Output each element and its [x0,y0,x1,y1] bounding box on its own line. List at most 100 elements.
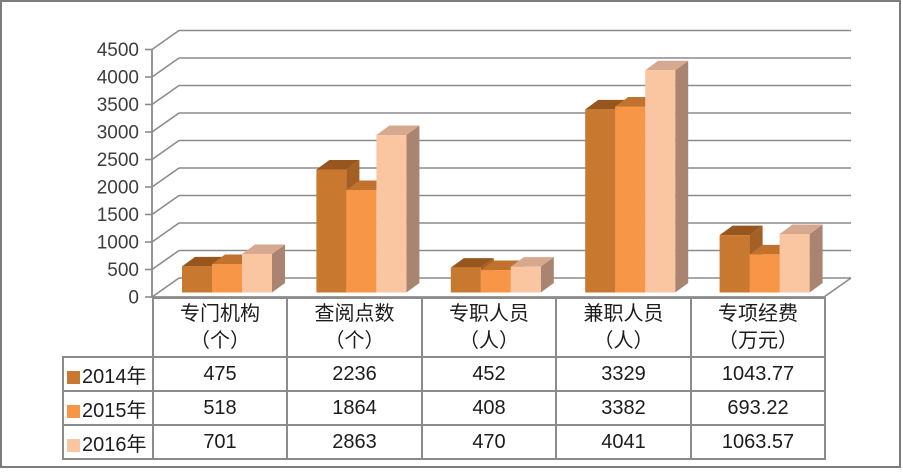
bar-front-face [480,270,511,293]
legend-key-cell: 2014年 [62,356,154,392]
value-cell: 3329 [555,356,692,392]
y-axis-tick-label: 0 [128,288,139,309]
bar-front-face [242,253,272,293]
gridline-depth-connector [151,277,180,298]
table-header-row: 专门机构 （个） 查阅点数 （个） 专职人员 （人） 兼职人员 （人） 专项经费 （万元） [63,297,826,358]
category-name: 兼职人员 [583,302,664,325]
value-cell: 701 [152,424,288,460]
value-cell: 2863 [286,424,423,460]
y-axis-tick-label: 4500 [97,40,139,61]
bar-front-face [510,266,541,293]
legend-series-label: 2014年 [82,365,147,388]
gridline-depth-connector [151,139,180,161]
legend-swatch [67,404,80,418]
category-header-cell: 专职人员 （人） [421,297,557,358]
bar-front-face [749,254,780,293]
bar-2016年-查阅点数 [376,125,420,293]
y-axis-tick-label: 500 [107,260,139,281]
y-axis-tick-label: 2000 [97,178,139,199]
bar-front-face [376,135,407,293]
value-cell: 1043.77 [690,356,826,392]
bar-top-face [242,244,285,254]
value-cell: 452 [421,356,557,392]
category-unit: （个） [324,329,385,352]
bar-side-face [809,224,823,293]
bar-front-face [779,234,810,293]
bar-top-face [316,160,360,170]
y-axis-tick-label: 4000 [97,68,139,89]
gridline-depth-connector [151,57,180,78]
gridline-depth-connector [151,112,180,133]
category-name: 专职人员 [449,302,529,325]
category-name: 专门机构 [180,302,260,325]
bar-2016年-专门机构 [242,244,285,293]
y-axis-tick-label: 1000 [97,233,139,254]
legend-swatch [67,438,80,452]
y-axis-tick-label: 1500 [97,205,139,226]
y-axis-tick-label: 2500 [97,150,139,171]
value-cell: 518 [152,390,288,426]
bar-front-face [346,189,377,293]
value-cell: 475 [152,356,288,392]
bar-side-face [406,125,420,293]
value-cell: 3382 [555,390,692,426]
table-row-2015年: 2015年 518 1864 408 3382 693.22 [62,390,826,426]
table-row-2016年: 2016年 701 2863 470 4041 1063.57 [62,424,826,460]
category-header-cell: 专项经费 （万元） [690,297,826,358]
category-name: 查阅点数 [314,302,395,325]
y-axis-tick-label: 3500 [97,95,139,116]
category-unit: （个） [190,329,250,352]
gridline-depth-connector [151,222,180,243]
bar-2016年-专项经费 [779,224,823,293]
y-axis-tick-label: 3000 [97,123,139,144]
gridline-depth-connector [151,249,180,271]
category-name: 专项经费 [718,302,798,325]
bar-front-face [450,267,481,293]
value-cell: 2236 [286,356,423,392]
bar-front-face [719,235,750,293]
category-header-cell: 查阅点数 （个） [286,297,423,358]
table-row-2014年: 2014年 475 2236 452 3329 1043.77 [62,356,826,392]
table-corner-cell [63,298,153,357]
category-unit: （万元） [718,329,798,352]
bar-top-face [645,60,689,71]
bar-side-face [675,60,689,293]
category-unit: （人） [593,329,654,352]
category-header-cell: 兼职人员 （人） [555,297,692,358]
bar-side-face [272,244,285,293]
gridline-depth-connector [151,84,180,106]
chart-data-table: 专门机构 （个） 查阅点数 （个） 专职人员 （人） 兼职人员 （人） 专项经费 （万元） 2014… [62,297,826,460]
bar-front-face [182,266,212,293]
value-cell: 1063.57 [690,424,826,460]
legend-swatch [67,370,80,384]
bar-front-face [645,70,676,293]
legend-key-cell: 2016年 [62,424,154,460]
bar-front-face [585,109,616,293]
bar-2016年-专职人员 [510,257,554,293]
value-cell: 4041 [555,424,692,460]
category-unit: （人） [459,329,519,352]
bar-2016年-兼职人员 [645,60,689,293]
value-cell: 693.22 [690,390,826,426]
bar-front-face [316,169,347,293]
value-cell: 1864 [286,390,423,426]
value-cell: 470 [421,424,557,460]
bar-front-face [615,106,646,293]
bar-side-face [540,257,554,293]
bar-front-face [212,264,242,293]
value-cell: 408 [421,390,557,426]
gridline-depth-connector [151,29,180,51]
category-header-cell: 专门机构 （个） [152,297,288,358]
gridline-depth-connector [151,194,180,216]
floor-right-edge [823,277,852,298]
bar-top-face [376,125,420,136]
bar-top-face [510,257,554,267]
legend-series-label: 2015年 [82,399,147,422]
bar-top-face [719,225,763,236]
bar-top-face [450,258,494,268]
legend-series-label: 2016年 [82,433,147,456]
gridline-depth-connector [151,167,180,188]
legend-key-cell: 2015年 [62,390,154,426]
